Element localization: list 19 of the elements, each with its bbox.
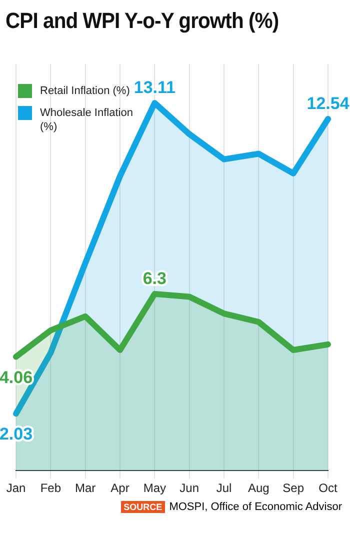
x-tick-label: Apr bbox=[110, 481, 130, 496]
x-tick-label: Aug bbox=[248, 481, 270, 496]
x-tick-label: Mar bbox=[74, 481, 96, 496]
data-label: 2.03 bbox=[0, 424, 33, 444]
legend-label: Retail Inflation (%) bbox=[40, 84, 131, 98]
x-tick-label: Jul bbox=[216, 481, 232, 496]
data-label: 12.54 bbox=[306, 94, 350, 113]
x-tick-label: Oct bbox=[318, 481, 338, 496]
x-tick-label: Jan bbox=[6, 481, 26, 496]
x-tick-label: Jun bbox=[180, 481, 200, 496]
x-tick-label: Feb bbox=[40, 481, 62, 496]
x-tick-label: Sep bbox=[282, 481, 304, 496]
chart-title: CPI and WPI Y-o-Y growth (%) bbox=[4, 7, 280, 34]
data-label: 13.11 bbox=[134, 78, 176, 97]
data-label: 6.3 bbox=[142, 268, 166, 288]
legend-label: Wholesale Inflation (%) bbox=[40, 106, 134, 134]
data-label: 4.06 bbox=[0, 368, 33, 387]
x-tick-label: May bbox=[143, 481, 166, 496]
source-note: SOURCE MOSPI, Office of Economic Advisor bbox=[122, 501, 342, 513]
